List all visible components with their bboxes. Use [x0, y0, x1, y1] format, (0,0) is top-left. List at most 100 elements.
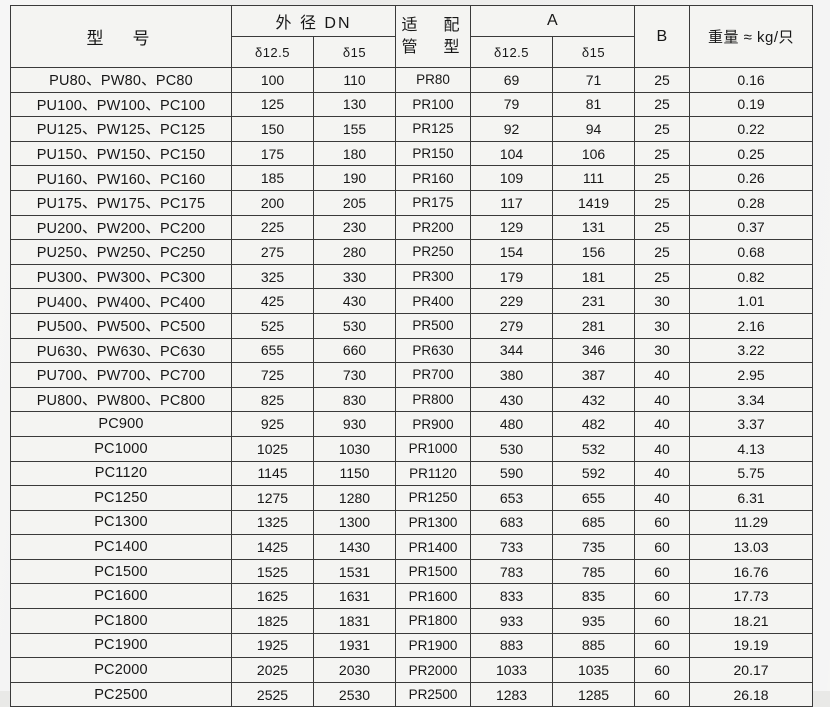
table-row: PU80、PW80、PC80 100 110 PR80 69 71 25 0.16: [10, 67, 814, 93]
cell-dn-delta-12-5: 200: [231, 189, 314, 216]
cell-a-delta-12-5: 104: [470, 140, 554, 167]
cell-dn-delta-12-5: 1525: [231, 558, 314, 585]
cell-dn-delta-12-5: 1825: [231, 608, 314, 634]
cell-dn-delta-15: 660: [312, 337, 397, 364]
cell-a-delta-12-5: 933: [470, 608, 554, 634]
cell-b-value: 30: [634, 288, 691, 314]
cell-b-value: 25: [634, 239, 691, 265]
table-row: PU160、PW160、PC160 185 190 PR160 109 111 25 0.26: [10, 165, 814, 191]
cell-pipe-type: PR1600: [395, 583, 472, 610]
table-row: PC2000 2025 2030 PR2000 1033 1035 60 20.17: [10, 657, 814, 683]
cell-model: PC1600: [10, 583, 232, 610]
cell-model: PC2000: [10, 657, 232, 683]
cell-pipe-type: PR1300: [395, 509, 472, 536]
cell-a-delta-15: 685: [552, 509, 636, 536]
cell-a-delta-15: 735: [552, 534, 636, 560]
cell-dn-delta-12-5: 150: [231, 116, 314, 142]
cell-a-delta-15: 935: [552, 608, 636, 634]
cell-a-delta-12-5: 1283: [470, 681, 554, 707]
cell-dn-delta-12-5: 425: [231, 288, 314, 314]
cell-dn-delta-15: 180: [312, 140, 397, 167]
cell-a-delta-15: 71: [552, 67, 636, 93]
cell-pipe-type: PR1500: [395, 558, 472, 585]
header-model: 型 号: [10, 5, 232, 68]
header-pipe-type-line2: 管 型: [401, 38, 465, 56]
cell-dn-delta-12-5: 325: [231, 263, 314, 290]
cell-dn-delta-15: 530: [312, 312, 397, 339]
cell-dn-delta-12-5: 1275: [231, 485, 314, 511]
cell-a-delta-12-5: 1033: [470, 657, 554, 683]
cell-model: PU80、PW80、PC80: [10, 67, 232, 93]
cell-b-value: 60: [634, 509, 691, 536]
cell-weight-value: 3.37: [689, 411, 814, 437]
cell-dn-delta-12-5: 1925: [231, 632, 314, 659]
cell-dn-delta-15: 1280: [312, 485, 397, 511]
cell-pipe-type: PR700: [395, 362, 472, 388]
header-a-delta-12-5: δ12.5: [470, 36, 554, 68]
cell-dn-delta-12-5: 825: [231, 386, 314, 413]
header-dn-delta-15: δ15: [312, 36, 397, 68]
cell-weight-value: 0.25: [689, 140, 814, 167]
cell-model: PU200、PW200、PC200: [10, 214, 232, 241]
cell-weight-value: 3.34: [689, 386, 814, 413]
cell-weight-value: 16.76: [689, 558, 814, 585]
cell-b-value: 60: [634, 681, 691, 707]
cell-dn-delta-15: 230: [312, 214, 397, 241]
specification-table: 型 号 外 径 DN 适 配管 型 A B 重量 ≈ kg/只 δ12.5 δ1…: [10, 5, 814, 707]
cell-pipe-type: PR2500: [395, 681, 472, 707]
cell-model: PU175、PW175、PC175: [10, 189, 232, 216]
cell-dn-delta-15: 110: [312, 67, 397, 93]
table-row: PC1250 1275 1280 PR1250 653 655 40 6.31: [10, 485, 814, 511]
cell-a-delta-15: 1285: [552, 681, 636, 707]
cell-pipe-type: PR200: [395, 214, 472, 241]
cell-model: PC1400: [10, 534, 232, 560]
cell-dn-delta-15: 1531: [312, 558, 397, 585]
cell-b-value: 40: [634, 460, 691, 487]
cell-weight-value: 18.21: [689, 608, 814, 634]
cell-weight-value: 4.13: [689, 435, 814, 462]
cell-a-delta-12-5: 833: [470, 583, 554, 610]
cell-weight-value: 11.29: [689, 509, 814, 536]
cell-a-delta-12-5: 129: [470, 214, 554, 241]
cell-dn-delta-12-5: 125: [231, 91, 314, 118]
header-row-sub: δ12.5 δ15 δ12.5 δ15: [11, 36, 813, 68]
cell-pipe-type: PR1400: [395, 534, 472, 560]
cell-a-delta-15: 106: [552, 140, 636, 167]
cell-dn-delta-12-5: 1145: [231, 460, 314, 487]
cell-b-value: 60: [634, 632, 691, 659]
cell-dn-delta-15: 2530: [312, 681, 397, 707]
cell-dn-delta-15: 1430: [312, 534, 397, 560]
table-row: PU700、PW700、PC700 725 730 PR700 380 387 40 2.95: [10, 362, 814, 388]
cell-a-delta-12-5: 653: [470, 485, 554, 511]
cell-a-delta-15: 592: [552, 460, 636, 487]
table-row: PU300、PW300、PC300 325 330 PR300 179 181 25 0.82: [10, 263, 814, 290]
cell-model: PC1300: [10, 509, 232, 536]
table-row: PC1300 1325 1300 PR1300 683 685 60 11.29: [10, 509, 814, 536]
cell-a-delta-12-5: 69: [470, 67, 554, 93]
cell-model: PU250、PW250、PC250: [10, 239, 232, 265]
cell-weight-value: 3.22: [689, 337, 814, 364]
cell-weight-value: 20.17: [689, 657, 814, 683]
cell-weight-value: 13.03: [689, 534, 814, 560]
cell-a-delta-15: 231: [552, 288, 636, 314]
cell-pipe-type: PR500: [395, 312, 472, 339]
cell-model: PU150、PW150、PC150: [10, 140, 232, 167]
cell-dn-delta-15: 330: [312, 263, 397, 290]
cell-a-delta-12-5: 229: [470, 288, 554, 314]
cell-model: PU300、PW300、PC300: [10, 263, 232, 290]
cell-weight-value: 1.01: [689, 288, 814, 314]
cell-weight-value: 0.19: [689, 91, 814, 118]
cell-a-delta-15: 156: [552, 239, 636, 265]
cell-pipe-type: PR900: [395, 411, 472, 437]
table-row: PU200、PW200、PC200 225 230 PR200 129 131 25 0.37: [10, 214, 814, 241]
cell-dn-delta-15: 205: [312, 189, 397, 216]
cell-b-value: 30: [634, 312, 691, 339]
cell-b-value: 25: [634, 140, 691, 167]
cell-weight-value: 0.82: [689, 263, 814, 290]
cell-a-delta-15: 346: [552, 337, 636, 364]
cell-a-delta-15: 1419: [552, 189, 636, 216]
cell-pipe-type: PR800: [395, 386, 472, 413]
header-pipe-type: 适 配管 型: [395, 5, 472, 68]
cell-a-delta-12-5: 109: [470, 165, 554, 191]
cell-dn-delta-12-5: 725: [231, 362, 314, 388]
